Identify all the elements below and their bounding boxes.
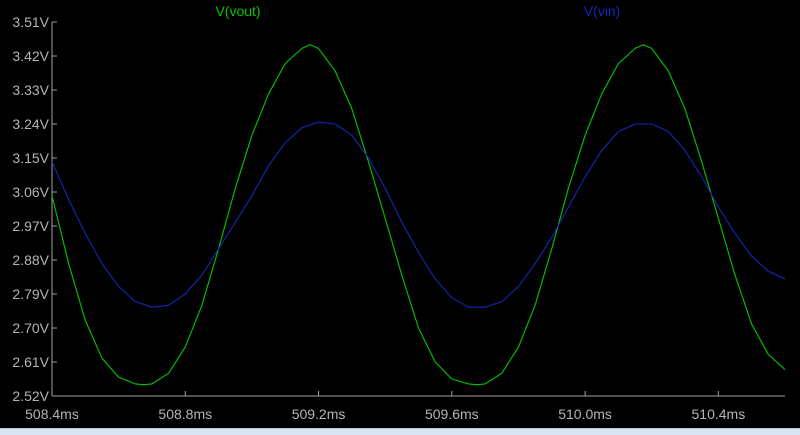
y-tick-label: 2.70V — [12, 320, 49, 336]
x-tick-label: 509.6ms — [425, 406, 479, 422]
x-axis-ticks: 508.4ms 508.8ms 509.2ms 509.6ms 510.0ms 510.4… — [25, 391, 745, 422]
y-tick-label: 3.15V — [12, 150, 49, 166]
series-line-v-vin — [51, 121, 786, 308]
y-tick-label: 3.42V — [12, 48, 49, 64]
legend-label: V(vin) — [584, 3, 621, 19]
y-axis-ticks: 3.51V 3.42V 3.33V 3.24V 3.15V 3.06V 2.97V 2.88V… — [12, 14, 57, 404]
legend-label: V(vout) — [215, 3, 260, 19]
y-tick-label: 2.61V — [12, 354, 49, 370]
legend: V(vout) V(vin) — [215, 3, 620, 19]
x-tick-label: 509.2ms — [292, 406, 346, 422]
series-line-v-vout — [51, 44, 786, 386]
plot-frame — [51, 22, 785, 397]
window-bottom-edge — [0, 428, 800, 435]
y-tick-label: 3.51V — [12, 14, 49, 30]
y-tick-label: 3.06V — [12, 184, 49, 200]
x-tick-label: 508.4ms — [25, 406, 79, 422]
y-tick-label: 2.52V — [12, 388, 49, 404]
series-traces — [51, 44, 786, 386]
y-tick-label: 2.97V — [12, 218, 49, 234]
x-tick-label: 510.4ms — [692, 406, 746, 422]
y-tick-label: 2.88V — [12, 252, 49, 268]
y-tick-label: 3.33V — [12, 82, 49, 98]
y-tick-label: 3.24V — [12, 116, 49, 132]
y-tick-label: 2.79V — [12, 286, 49, 302]
x-tick-label: 510.0ms — [558, 406, 612, 422]
x-tick-label: 508.8ms — [158, 406, 212, 422]
